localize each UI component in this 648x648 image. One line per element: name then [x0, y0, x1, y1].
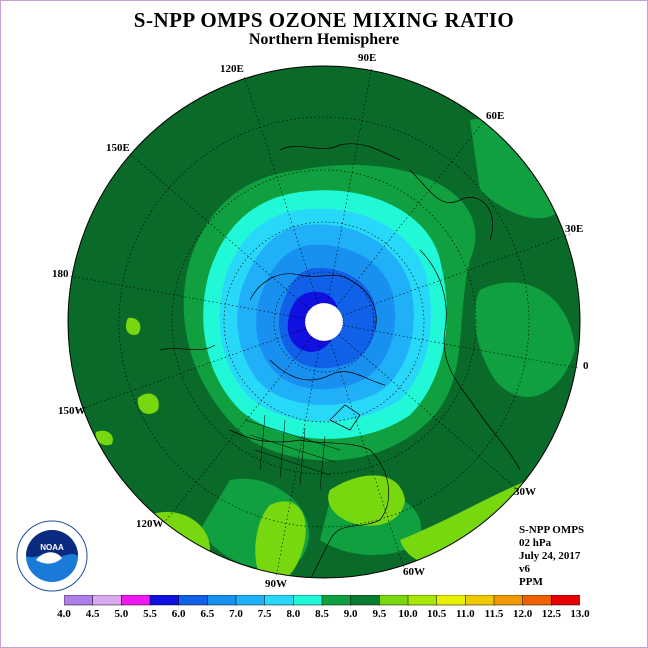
colorbar-tick-label: 10.5 [427, 608, 447, 620]
colorbar-tick-label: 4.5 [85, 608, 100, 620]
colorbar-tick-label: 8.0 [286, 608, 301, 620]
colorbar-tick-label: 7.0 [229, 608, 243, 620]
colorbar-tick-label: 6.0 [171, 608, 186, 620]
colorbar-tick-label: 5.5 [143, 608, 157, 620]
contour-9-5-patch [125, 317, 141, 336]
lon-label-60w: 60W [403, 566, 425, 578]
colorbar [64, 595, 580, 606]
colorbar-swatch [178, 595, 209, 606]
info-units: PPM [519, 576, 543, 588]
colorbar-swatch [207, 595, 237, 606]
map-title: S-NPP OMPS OZONE MIXING RATIO [133, 8, 515, 32]
hemisphere-border [67, 65, 581, 579]
colorbar-tick-label: 12.0 [513, 608, 533, 620]
colorbar-swatch [493, 595, 524, 606]
lon-label-150w: 150W [58, 405, 86, 417]
info-level: 02 hPa [519, 537, 552, 549]
colorbar-tick-label: 5.0 [114, 608, 129, 620]
colorbar-tick-label: 11.5 [484, 608, 504, 620]
contour-8-5-patch [470, 118, 560, 219]
lon-label-150e: 150E [106, 142, 130, 154]
contour-9-5-patch [328, 475, 405, 526]
contour-9-5-patch [137, 393, 159, 414]
colorbar-tick-label: 9.5 [372, 608, 387, 620]
info-version: v6 [519, 563, 530, 575]
polar-no-data [305, 303, 343, 341]
colorbar-swatch [522, 595, 553, 606]
logo-text: NOAA [40, 543, 64, 552]
coastlines [159, 143, 521, 578]
lon-label-90e: 90E [358, 52, 377, 64]
colorbar-tick-label: 9.0 [343, 608, 358, 620]
info-date: July 24, 2017 [519, 550, 581, 562]
colorbar-swatch [436, 595, 467, 606]
colorbar-swatch [264, 595, 295, 606]
colorbar-swatch [64, 595, 94, 606]
colorbar-swatch [235, 595, 266, 606]
colorbar-tick-label: 10.0 [398, 608, 418, 620]
colorbar-tick-label: 7.5 [257, 608, 272, 620]
colorbar-tick-label: 13.0 [570, 608, 590, 620]
info-instrument: S-NPP OMPS [519, 524, 585, 536]
colorbar-swatch [407, 595, 438, 606]
colorbar-swatch [465, 595, 495, 606]
contour-8-5-patch [475, 282, 575, 397]
info-block: S-NPP OMPS 02 hPa July 24, 2017 v6 PPM [519, 524, 584, 589]
contour-9-5-patch [255, 501, 306, 578]
lon-label-30w: 30W [514, 486, 536, 498]
colorbar-tick-label: 12.5 [541, 608, 561, 620]
colorbar-tick-label: 11.0 [456, 608, 475, 620]
lon-label-0: 0 [583, 360, 589, 372]
colorbar-swatch [379, 595, 409, 606]
colorbar-tick-label: 8.5 [315, 608, 329, 620]
lon-label-120e: 120E [220, 63, 244, 75]
political-boundaries [244, 414, 341, 491]
lon-label-30e: 30E [565, 223, 584, 235]
colorbar-swatch [121, 595, 151, 606]
colorbar-swatch [293, 595, 323, 606]
graticule [69, 65, 579, 579]
map-subtitle: Northern Hemisphere [248, 31, 400, 48]
contour-9-5-patch [400, 480, 533, 565]
lon-label-120w: 120W [136, 518, 164, 530]
noaa-logo: NOAA [16, 520, 88, 592]
colorbar-swatch [551, 595, 580, 606]
colorbar-tick-label: 6.5 [200, 608, 215, 620]
colorbar-swatch [149, 595, 180, 606]
colorbar-swatch [92, 595, 123, 606]
lon-label-90w: 90W [265, 578, 287, 590]
colorbar-tick-label: 4.0 [57, 608, 71, 620]
lon-label-180: 180 [52, 268, 69, 280]
colorbar-swatch [350, 595, 381, 606]
colorbar-swatch [321, 595, 352, 606]
contour-9-5-patch [95, 430, 113, 446]
lon-label-60e: 60E [486, 110, 505, 122]
